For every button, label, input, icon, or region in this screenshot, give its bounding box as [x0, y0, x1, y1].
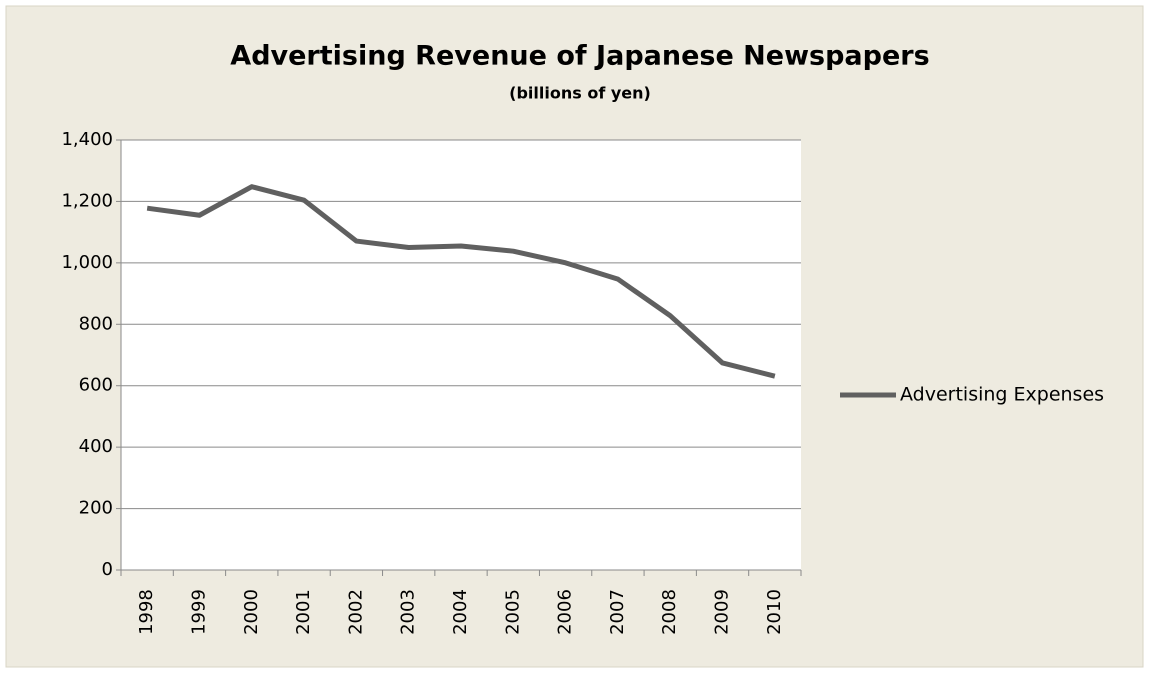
y-tick-label: 800	[79, 313, 113, 334]
y-tick-label: 600	[79, 375, 113, 396]
x-tick-label: 2008	[659, 589, 680, 635]
x-tick-label: 2004	[450, 589, 471, 635]
x-tick-label: 1999	[188, 589, 209, 635]
x-tick-label: 2003	[398, 589, 419, 635]
x-tick-label: 2000	[241, 589, 262, 635]
chart-subtitle: (billions of yen)	[509, 84, 651, 103]
y-tick-label: 400	[79, 436, 113, 457]
legend-label: Advertising Expenses	[900, 384, 1104, 406]
x-tick-label: 1998	[136, 589, 157, 635]
x-tick-label: 2001	[293, 589, 314, 635]
y-tick-label: 200	[79, 498, 113, 519]
x-tick-label: 2005	[502, 589, 523, 635]
chart-title: Advertising Revenue of Japanese Newspape…	[230, 41, 929, 72]
line-series	[146, 184, 776, 379]
x-tick-label: 2006	[555, 589, 576, 635]
x-tick-label: 2007	[607, 589, 628, 635]
x-tick-label: 2002	[345, 589, 366, 635]
plot-area	[121, 140, 801, 570]
x-tick-label: 2009	[712, 589, 733, 635]
y-tick-label: 0	[102, 559, 113, 580]
x-tick-label: 2010	[764, 589, 785, 635]
y-tick-label: 1,400	[61, 129, 113, 150]
y-tick-label: 1,000	[61, 252, 113, 273]
y-tick-label: 1,200	[61, 190, 113, 211]
